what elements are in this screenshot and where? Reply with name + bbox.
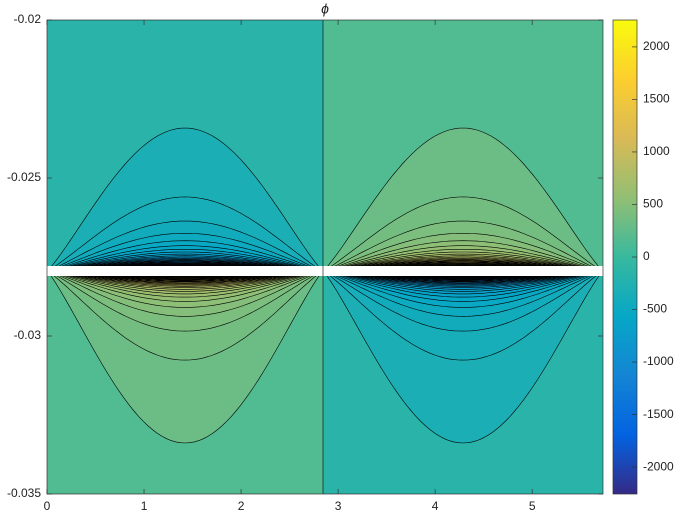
x-tick-label: 1: [141, 499, 148, 513]
colorbar-tick-label: -2000: [643, 459, 674, 473]
colorbar-tick-label: 1000: [643, 144, 670, 158]
colorbar-tick-label: -1000: [643, 354, 674, 368]
plot-frame: [46, 19, 604, 495]
colorbar-tick-label: 0: [643, 249, 650, 263]
x-tick-label: 5: [529, 499, 536, 513]
x-tick-label: 2: [238, 499, 245, 513]
x-tick-label: 3: [335, 499, 342, 513]
y-tick-label: -0.035: [7, 486, 41, 500]
x-tick-label: 0: [44, 499, 51, 513]
gap-strip: [47, 266, 603, 276]
contour-field: [47, 20, 603, 494]
colorbar-tick-label: -1500: [643, 407, 674, 421]
y-tick-label: -0.02: [14, 12, 42, 26]
colorbar-tick-label: 1500: [643, 92, 670, 106]
colorbar-tick-label: 2000: [643, 39, 670, 53]
x-tick-label: 4: [432, 499, 439, 513]
y-tick-label: -0.03: [14, 328, 42, 342]
colorbar-tick-label: 500: [643, 197, 663, 211]
colorbar-tick-label: -500: [643, 302, 667, 316]
y-tick-label: -0.025: [7, 170, 41, 184]
chart-title: ϕ: [321, 1, 329, 17]
